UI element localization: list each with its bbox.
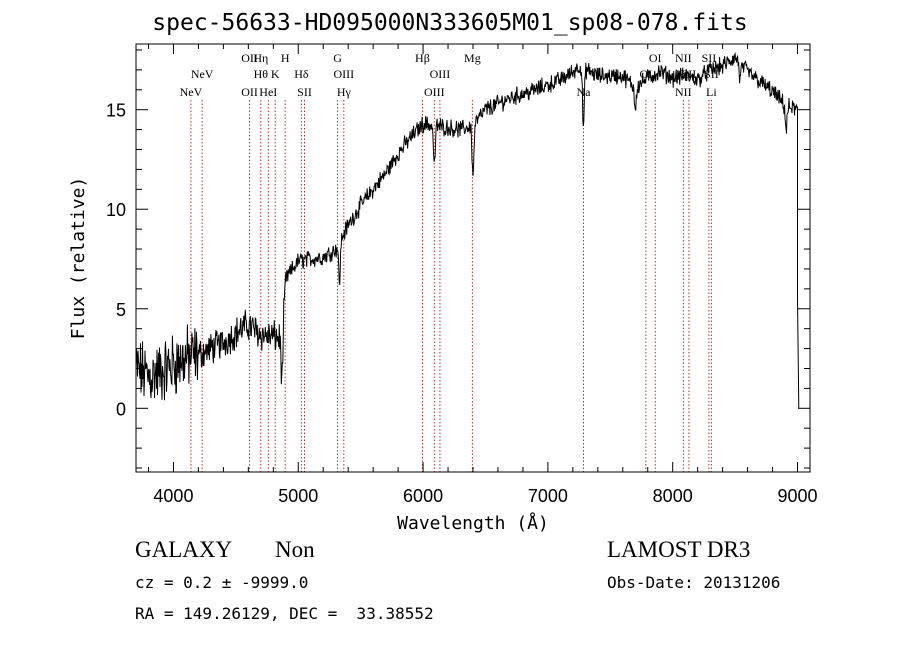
x-tick-label: 5000 [278, 486, 318, 506]
line-label: G [333, 51, 342, 65]
redshift-cz: cz = 0.2 ± -9999.0 [135, 573, 309, 592]
line-label: OIII [333, 67, 354, 81]
line-label: OIII [430, 67, 451, 81]
line-label: K [271, 67, 280, 81]
line-label: NII [675, 51, 692, 65]
line-label: NII [675, 85, 692, 99]
line-label: HeI [259, 85, 277, 99]
chart-title: spec-56633-HD095000N333605M01_sp08-078.f… [152, 10, 748, 36]
line-label: Li [706, 85, 717, 99]
x-tick-label: 4000 [153, 486, 193, 506]
line-label: NeV [191, 67, 214, 81]
line-label: NeV [180, 85, 203, 99]
observation-date: Obs-Date: 20131206 [607, 573, 781, 592]
x-tick-label: 7000 [528, 486, 568, 506]
line-label: OI [649, 51, 662, 65]
coordinates: RA = 149.26129, DEC = 33.38552 [135, 604, 434, 623]
emission-line-labels: NeVNeVOIIOIIHηHθHeIKHHδSIIGOIIIHγHβOIIIO… [180, 51, 719, 99]
line-label: OIII [424, 85, 445, 99]
spectrum-series [135, 51, 800, 409]
line-label: Hη [253, 51, 268, 65]
axis-ticks: 4000 5000 6000 7000 8000 9000 0 5 10 15 [106, 44, 818, 506]
object-type: GALAXY [135, 537, 233, 562]
x-tick-label: 6000 [403, 486, 443, 506]
x-axis-label: Wavelength (Å) [397, 512, 549, 534]
emission-line-markers [190, 100, 712, 472]
line-label: Hβ [415, 51, 430, 65]
y-tick-label: 0 [116, 399, 126, 419]
line-label: SII [297, 85, 312, 99]
line-label: OII [241, 85, 258, 99]
line-label: H [281, 51, 290, 65]
y-tick-label: 5 [116, 300, 126, 320]
line-label: Hγ [337, 85, 352, 99]
line-label: OII [241, 51, 258, 65]
x-tick-label: 9000 [777, 486, 817, 506]
line-label: Na [576, 85, 591, 99]
x-tick-label: 8000 [653, 486, 693, 506]
object-subclass: Non [275, 537, 315, 562]
y-tick-label: 10 [106, 200, 126, 220]
line-label: Hδ [294, 67, 309, 81]
line-label: Mg [464, 51, 481, 65]
y-axis-label: Flux (relative) [68, 177, 89, 340]
survey-name: LAMOST DR3 [607, 537, 751, 562]
y-tick-label: 15 [106, 101, 126, 121]
line-label: SII [702, 51, 717, 65]
line-label: Hθ [254, 67, 269, 81]
